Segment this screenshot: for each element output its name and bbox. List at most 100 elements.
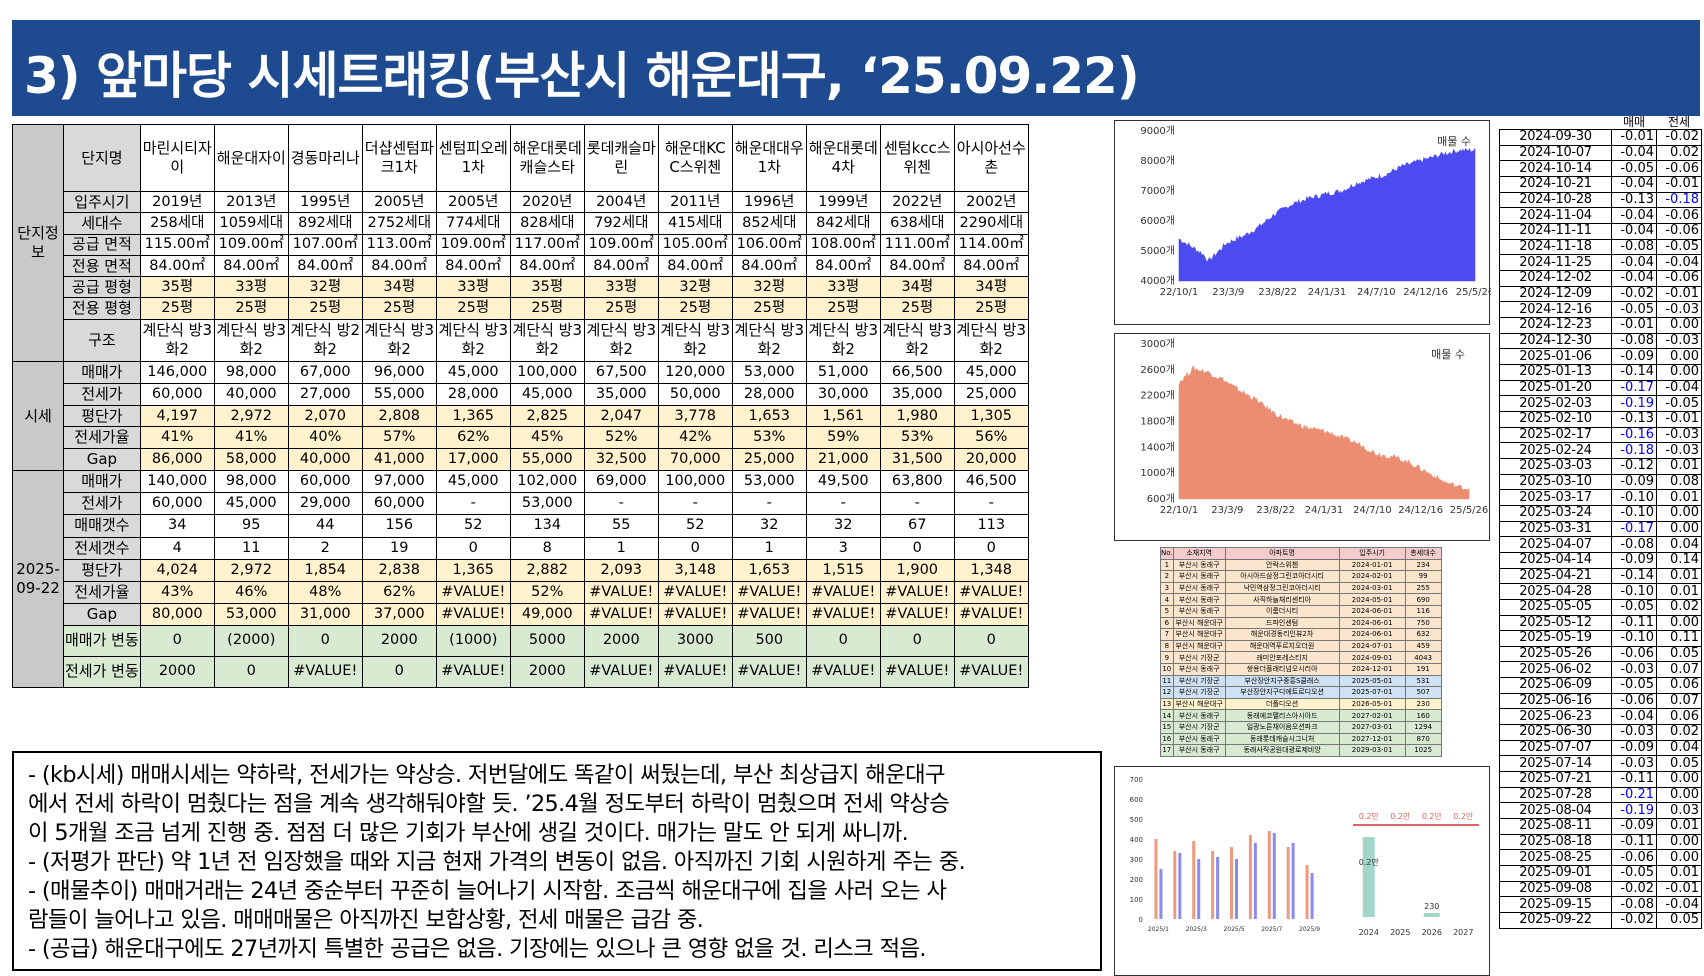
table-cell: 50,000 bbox=[657, 382, 733, 406]
supply-cell: 7 bbox=[1160, 628, 1174, 641]
y-tick-label: 700 bbox=[1130, 776, 1143, 784]
supply-cell: 2027-12-01 bbox=[1338, 732, 1406, 746]
table-cell: 46,500 bbox=[953, 470, 1029, 494]
table-cell: 53% bbox=[879, 426, 955, 450]
table-cell: 0 bbox=[361, 655, 437, 688]
supply-cell: 230 bbox=[1404, 697, 1442, 711]
sale-listings-chart: 4000개 5000개 6000개 7000개 8000개 9000개 22/10/1 23/… bbox=[1114, 120, 1494, 325]
supply-cell: 632 bbox=[1404, 628, 1442, 641]
jeonse-change: 0.00 bbox=[1656, 348, 1702, 365]
table-cell: 3 bbox=[805, 536, 881, 560]
bar bbox=[1216, 857, 1220, 919]
bar bbox=[1291, 843, 1295, 919]
table-row: 전세가 60,000 40,000 27,000 55,000 28,000 45,000 3… bbox=[13, 382, 1029, 406]
table-cell: 25,000 bbox=[731, 448, 807, 472]
sale-change: -0.09 bbox=[1611, 473, 1657, 491]
table-cell: #VALUE! bbox=[731, 580, 807, 604]
table-cell: 113 bbox=[953, 514, 1029, 538]
x-tick-label: 2025/1 bbox=[1148, 926, 1169, 933]
x-tick-label: 2024 bbox=[1359, 928, 1379, 937]
table-cell: 67 bbox=[879, 514, 955, 538]
table-cell: 97,000 bbox=[361, 470, 437, 494]
y-tick-label: 600 bbox=[1130, 796, 1143, 804]
table-cell: 33평 bbox=[805, 276, 881, 299]
x-tick-label: 25/5/26 bbox=[1450, 505, 1489, 516]
table-cell: 52 bbox=[657, 514, 733, 538]
bar bbox=[1178, 853, 1182, 919]
table-cell: 109.00㎡ bbox=[583, 233, 659, 256]
table-cell: #VALUE! bbox=[805, 655, 881, 688]
supply-cell: 9 bbox=[1160, 651, 1174, 664]
week-date: 2025-03-17 bbox=[1499, 489, 1612, 506]
bar bbox=[1235, 859, 1238, 919]
table-cell: 2022년 bbox=[879, 190, 955, 214]
week-date: 2025-02-10 bbox=[1499, 410, 1612, 428]
supply-cell: 부산시 기장군 bbox=[1172, 720, 1226, 734]
sale-change: -0.11 bbox=[1611, 833, 1657, 851]
row-label: 전세가율 bbox=[63, 580, 141, 604]
table-cell: 25평 bbox=[879, 297, 955, 320]
date-row: 2024-11-18 -0.08 -0.05 bbox=[1499, 238, 1702, 256]
y-tick-label: 200 bbox=[1130, 876, 1143, 884]
complex-name: 경동마리나 bbox=[287, 124, 363, 192]
jeonse-change: 0.04 bbox=[1656, 536, 1702, 553]
table-cell: #VALUE! bbox=[879, 580, 955, 604]
date-row: 2024-12-16 -0.05 -0.03 bbox=[1499, 301, 1702, 319]
comment-line: - (매물추이) 매매거래는 24년 중순부터 꾸준히 늘어나기 시작함. 조금… bbox=[28, 878, 947, 904]
date-row: 2025-05-05 -0.05 0.02 bbox=[1499, 598, 1702, 616]
date-row: 2024-12-02 -0.04 -0.06 bbox=[1499, 270, 1702, 287]
y-tick-label: 100 bbox=[1130, 896, 1143, 904]
supply-row: 13 부산시 해운대구 더폴디오션 2026-05-01 230 bbox=[1160, 697, 1442, 711]
date-row: 2025-01-13 -0.14 0.00 bbox=[1499, 364, 1702, 381]
supply-cell: 750 bbox=[1404, 616, 1442, 630]
sale-change: -0.06 bbox=[1611, 692, 1657, 710]
table-cell: 80,000 bbox=[139, 602, 215, 626]
table-row: Gap 86,000 58,000 40,000 41,000 17,000 55,000 3… bbox=[13, 448, 1029, 472]
table-cell: 70,000 bbox=[657, 448, 733, 472]
table-cell: 46% bbox=[213, 580, 289, 604]
date-row: 2025-09-15 -0.08 -0.04 bbox=[1499, 896, 1702, 913]
table-cell: 1995년 bbox=[287, 190, 363, 214]
supply-cell: 해운대경동리인뷰2차 bbox=[1224, 628, 1340, 641]
table-row: 매매가 변동 0 (2000) 0 2000 (1000) 5000 2000 3000 500 0… bbox=[13, 624, 1029, 657]
supply-cell: 낙민역삼정그린코아더시티 bbox=[1224, 581, 1340, 595]
date-row: 2024-10-28 -0.13 -0.18 bbox=[1499, 191, 1702, 209]
comment-line: 이 5개월 조금 넘게 진행 중. 점점 더 많은 기회가 부산에 생길 것이다… bbox=[28, 820, 909, 846]
row-label: 구조 bbox=[63, 318, 141, 362]
sale-change: -0.04 bbox=[1611, 270, 1657, 287]
section-label: 2025-09-22 bbox=[12, 470, 64, 688]
sale-change: -0.09 bbox=[1611, 348, 1657, 365]
week-date: 2025-03-10 bbox=[1499, 473, 1612, 491]
table-cell: 53,000 bbox=[509, 492, 585, 516]
comment-line: - (공급) 해운대구에도 27년까지 특별한 공급은 없음. 기장에는 있으나… bbox=[28, 936, 926, 962]
date-row: 2025-02-17 -0.16 -0.03 bbox=[1499, 426, 1702, 444]
date-row: 2025-06-16 -0.06 0.07 bbox=[1499, 692, 1702, 710]
week-date: 2025-04-14 bbox=[1499, 551, 1612, 569]
jeonse-change: 0.05 bbox=[1656, 911, 1702, 929]
table-cell: 2 bbox=[287, 536, 363, 560]
table-cell: #VALUE! bbox=[657, 580, 733, 604]
table-cell: 계단식 방3화2 bbox=[953, 318, 1029, 362]
week-date: 2025-05-26 bbox=[1499, 645, 1612, 663]
supply-row: 14 부산시 동래구 동래에코팰리스아시아드 2027-02-01 160 bbox=[1160, 709, 1442, 722]
section-label: 단지정보 bbox=[12, 124, 64, 362]
bar bbox=[1192, 841, 1196, 919]
row-label: 전세가 bbox=[63, 382, 141, 406]
table-cell: 2005년 bbox=[361, 190, 437, 214]
table-row: 전세가율 41% 41% 40% 57% 62% 45% 52% 42% 53% 59% 53% 56% bbox=[13, 426, 1029, 450]
table-cell: 25평 bbox=[287, 297, 363, 320]
week-date: 2024-10-07 bbox=[1499, 144, 1612, 162]
table-cell: 33평 bbox=[435, 276, 511, 299]
table-cell: 774세대 bbox=[435, 212, 511, 235]
week-date: 2025-09-08 bbox=[1499, 880, 1612, 898]
supply-row: 7 부산시 해운대구 해운대경동리인뷰2차 2024-06-01 632 bbox=[1160, 628, 1442, 641]
sale-change: -0.11 bbox=[1611, 614, 1657, 632]
table-cell: 1,653 bbox=[731, 404, 807, 428]
date-row: 2024-11-04 -0.04 -0.06 bbox=[1499, 207, 1702, 225]
jeonse-change: 0.08 bbox=[1656, 473, 1702, 491]
table-cell: 49,000 bbox=[509, 602, 585, 626]
date-row: 2025-04-07 -0.08 0.04 bbox=[1499, 536, 1702, 553]
supply-cell: 255 bbox=[1404, 581, 1442, 595]
week-date: 2025-03-24 bbox=[1499, 504, 1612, 522]
table-cell: 156 bbox=[361, 514, 437, 538]
